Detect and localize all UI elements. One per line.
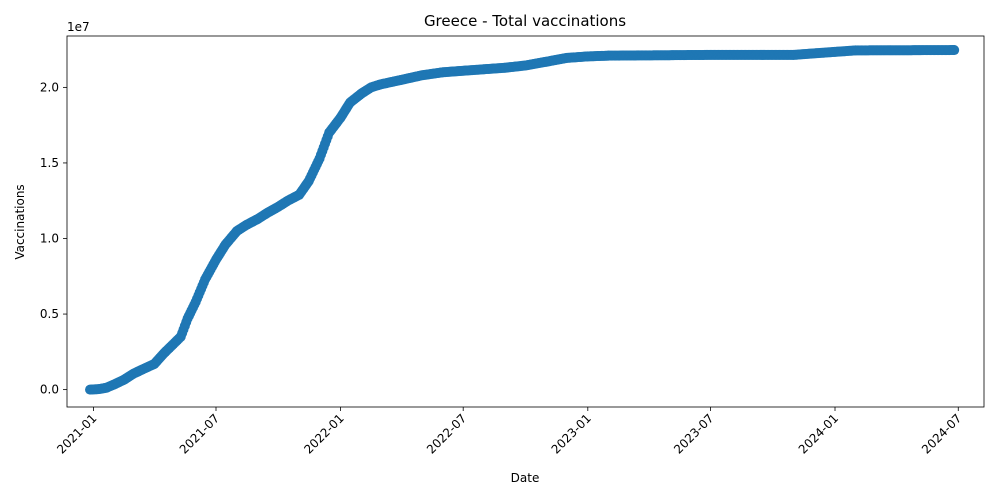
y-axis-label: Vaccinations — [13, 184, 27, 259]
x-axis-label: Date — [511, 471, 540, 485]
y-tick-label: 0.5 — [40, 307, 59, 321]
y-axis-ticks: 0.0 0.5 1.0 1.5 2.0 — [40, 80, 67, 397]
y-tick-label: 0.0 — [40, 383, 59, 397]
y-tick-label: 2.0 — [40, 80, 59, 94]
chart-title: Greece - Total vaccinations — [424, 12, 626, 30]
scatter-points — [85, 45, 960, 395]
data-point — [949, 45, 960, 56]
plot-frame — [66, 35, 985, 408]
y-tick-label: 1.5 — [40, 156, 59, 170]
y-offset-label: 1e7 — [67, 20, 90, 34]
y-tick-label: 1.0 — [40, 232, 59, 246]
